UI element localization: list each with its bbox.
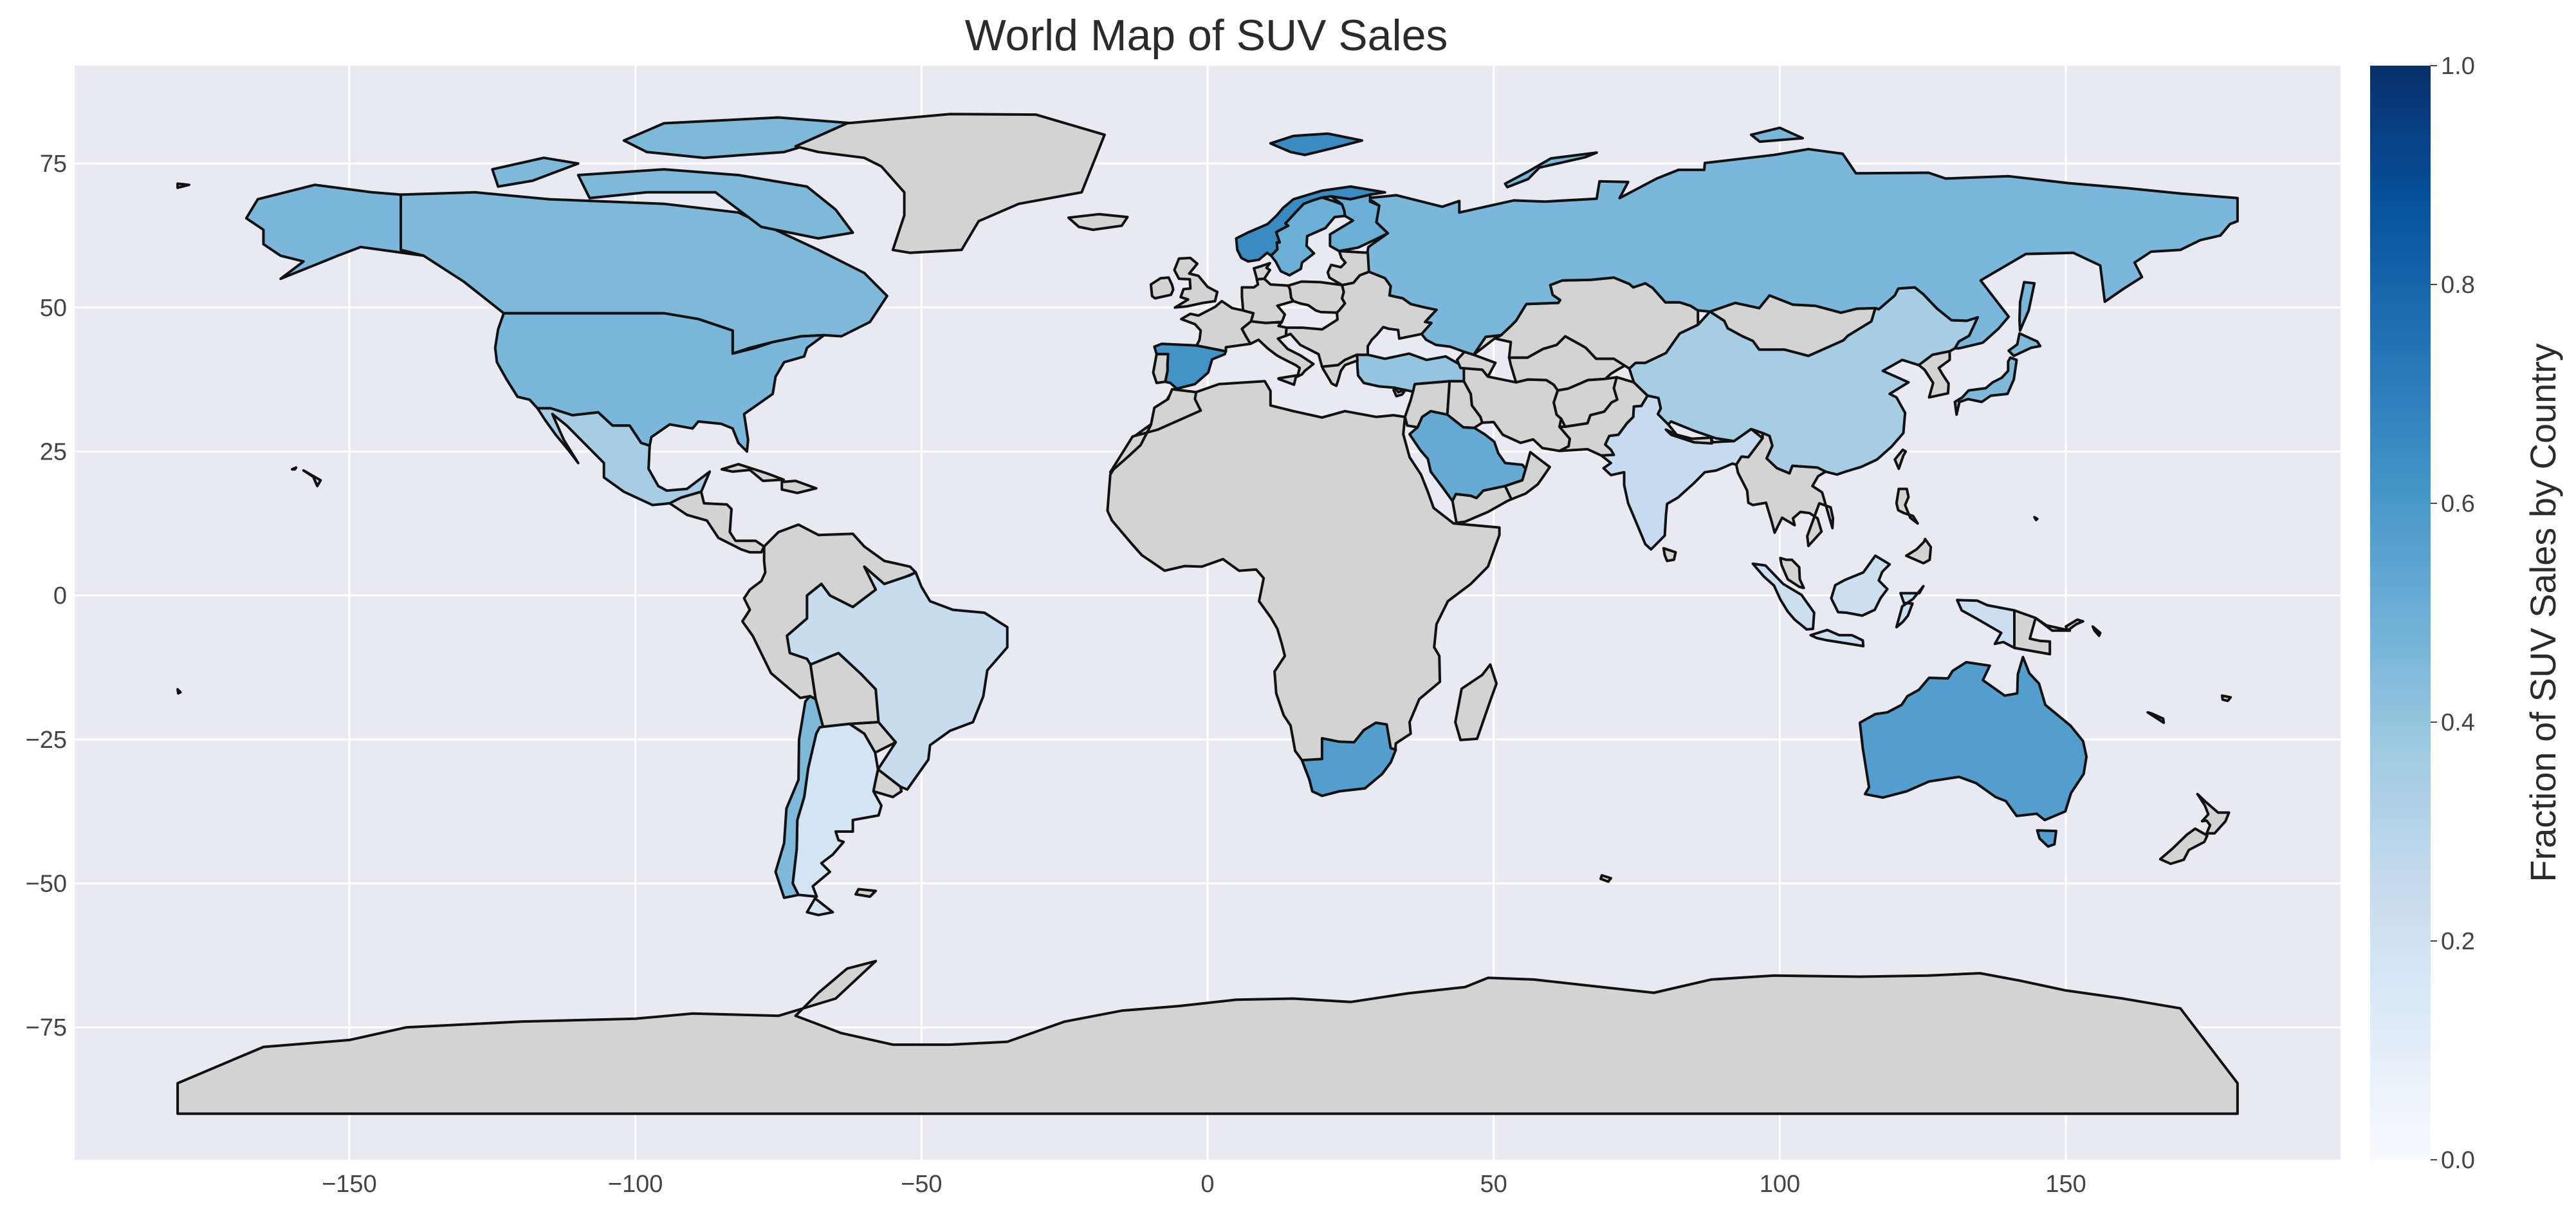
country-no-data: [1240, 320, 1315, 378]
y-tick-label: 0: [53, 582, 67, 610]
colorbar-tick-label: 0.8: [2441, 272, 2475, 299]
country-no-data: [1895, 487, 1919, 525]
country-no-data: [2220, 694, 2232, 702]
colorbar: [2370, 66, 2431, 1160]
country-no-data: [1392, 386, 1407, 398]
colorbar-tick-label: 0.0: [2441, 1147, 2475, 1174]
country-no-data: [2065, 618, 2084, 632]
country-no-data: [1454, 663, 1498, 741]
country-no-data: [794, 113, 1106, 254]
country-no-data: [2158, 827, 2209, 866]
y-tick-label: 75: [40, 151, 67, 178]
colorbar-ticks: 0.0 0.2 0.4 0.6 0.8 1.0: [2431, 53, 2475, 1174]
y-tick-label: 25: [40, 438, 67, 465]
country-indonesia: [1956, 599, 2016, 649]
country-no-data: [1599, 874, 1612, 883]
country-no-data: [2091, 625, 2102, 637]
page-title: World Map of SUV Sales: [964, 11, 1448, 60]
country-no-data: [1917, 349, 1951, 399]
x-tick-label: −50: [901, 1171, 942, 1198]
country-no-data: [1734, 431, 1835, 548]
country-no-data: [1173, 256, 1219, 309]
country-no-data: [1664, 428, 1713, 445]
country-united-states: [244, 183, 425, 281]
country-argentina: [805, 897, 834, 917]
country-no-data: [302, 469, 322, 488]
country-indonesia: [1809, 628, 1865, 647]
country-canada: [622, 116, 854, 160]
x-tick-label: 50: [1480, 1171, 1507, 1198]
country-russia: [1749, 126, 1804, 144]
colorbar-label: Fraction of SUV Sales by Country: [2523, 343, 2563, 882]
country-south-africa: [1300, 721, 1397, 797]
x-tick-label: 100: [1760, 1171, 1800, 1198]
x-tick-label: −150: [322, 1171, 377, 1198]
country-no-data: [780, 479, 818, 494]
country-indonesia: [1751, 562, 1816, 631]
country-shapes: [176, 113, 2239, 1115]
country-no-data: [1504, 451, 1551, 501]
country-no-data: [1106, 380, 1501, 797]
country-canada: [491, 156, 580, 188]
country-russia: [1365, 147, 2239, 357]
country-indonesia: [1830, 554, 1891, 617]
country-no-data: [1109, 387, 1202, 474]
country-turkey: [1356, 352, 1466, 393]
country-no-data: [1662, 546, 1677, 563]
country-no-data: [2196, 792, 2231, 835]
country-no-data: [176, 960, 2239, 1115]
country-no-data: [2146, 711, 2166, 724]
country-japan: [1953, 356, 2018, 416]
country-no-data: [291, 466, 298, 471]
colorbar-tick-label: 0.4: [2441, 709, 2475, 736]
country-no-data: [1893, 448, 1908, 470]
y-tick-label: −50: [26, 871, 67, 898]
country-no-data: [1326, 250, 1370, 286]
country-canada: [576, 168, 854, 240]
country-no-data: [1067, 212, 1129, 231]
country-no-data: [854, 888, 878, 898]
y-axis-ticks: 75 50 25 0 −25 −50 −75: [26, 151, 67, 1041]
country-united-states: [493, 312, 826, 453]
country-no-data: [176, 688, 182, 695]
x-axis-ticks: −150 −100 −50 0 50 100 150: [322, 1171, 2086, 1198]
country-no-data: [1152, 353, 1170, 384]
country-norway: [1269, 132, 1364, 156]
country-no-data: [2013, 609, 2072, 656]
country-no-data: [1253, 261, 1271, 281]
y-tick-label: −25: [26, 727, 67, 754]
country-no-data: [1277, 374, 1298, 386]
colorbar-tick-label: 1.0: [2441, 53, 2475, 80]
country-australia: [2036, 829, 2057, 848]
country-no-data: [1149, 276, 1175, 300]
country-no-data: [1905, 537, 1933, 565]
country-no-data: [1779, 557, 1805, 590]
country-finland: [1329, 193, 1390, 253]
x-tick-label: 150: [2045, 1171, 2086, 1198]
colorbar-tick-label: 0.2: [2441, 928, 2475, 955]
country-no-data: [720, 463, 785, 483]
country-chile: [774, 694, 825, 899]
country-russia: [2018, 281, 2036, 332]
country-no-data: [1455, 350, 1497, 378]
country-russia: [1504, 151, 1598, 189]
x-tick-label: 0: [1201, 1171, 1214, 1198]
y-tick-label: 50: [40, 295, 67, 322]
x-tick-label: −100: [608, 1171, 663, 1198]
country-australia: [1858, 655, 2088, 822]
y-tick-label: −75: [26, 1014, 67, 1041]
country-japan: [2007, 332, 2042, 357]
country-no-data: [1320, 353, 1359, 387]
colorbar-tick-label: 0.6: [2441, 490, 2475, 517]
country-no-data: [176, 182, 190, 189]
country-indonesia: [1895, 584, 1925, 629]
country-no-data: [2033, 516, 2039, 521]
